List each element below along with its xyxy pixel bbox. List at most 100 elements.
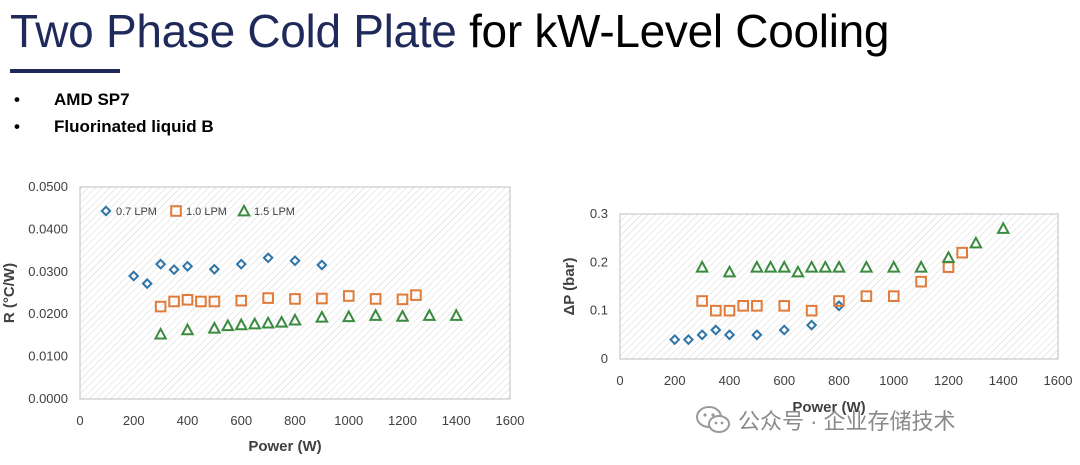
data-point-diamond xyxy=(141,278,153,290)
y-tick-label: 0.0100 xyxy=(28,349,68,364)
x-tick-label: 400 xyxy=(719,373,741,388)
data-point-triangle xyxy=(818,259,833,273)
legend-marker-square xyxy=(170,205,182,217)
x-tick-label: 800 xyxy=(828,373,850,388)
y-tick-label: 0.0200 xyxy=(28,306,68,321)
data-point-square xyxy=(235,294,248,307)
slide-title-part1: Two Phase Cold Plate xyxy=(10,5,457,57)
y-tick-label: 0.0000 xyxy=(28,391,68,406)
data-point-diamond xyxy=(751,329,763,341)
data-point-triangle xyxy=(314,309,329,323)
data-point-triangle xyxy=(777,259,792,273)
data-point-triangle xyxy=(220,318,235,332)
data-point-triangle xyxy=(395,309,410,322)
data-point-square xyxy=(396,293,409,306)
data-point-square xyxy=(342,290,355,302)
legend-label: 1.5 LPM xyxy=(254,206,295,218)
data-point-diamond xyxy=(710,324,722,336)
data-point-square xyxy=(805,304,818,317)
data-point-square xyxy=(208,295,221,308)
x-tick-label: 800 xyxy=(284,413,306,428)
data-point-triangle xyxy=(763,259,778,273)
data-point-diamond xyxy=(682,334,695,346)
bullet-list: • AMD SP7 • Fluorinated liquid B xyxy=(14,86,214,140)
y-tick-label: 0.0400 xyxy=(28,221,68,236)
data-point-square xyxy=(262,292,274,304)
x-tick-label: 200 xyxy=(664,373,686,388)
data-point-triangle xyxy=(791,264,805,278)
data-point-triangle xyxy=(886,259,901,273)
bullet-dot: • xyxy=(14,90,20,109)
data-point-triangle xyxy=(968,235,983,249)
data-point-triangle xyxy=(274,314,289,328)
bullet-item: • AMD SP7 xyxy=(14,86,214,113)
data-point-triangle xyxy=(804,259,819,273)
data-point-square xyxy=(833,295,845,307)
data-point-triangle xyxy=(695,259,710,273)
data-point-diamond xyxy=(806,319,818,331)
x-tick-label: 1600 xyxy=(496,413,525,428)
y-tick-label: 0.3 xyxy=(590,206,608,221)
data-point-square xyxy=(289,293,301,305)
x-tick-label: 1200 xyxy=(388,413,417,428)
data-point-diamond xyxy=(833,300,845,312)
data-point-diamond xyxy=(235,258,247,270)
data-point-triangle xyxy=(247,316,262,330)
bullet-text: Fluorinated liquid B xyxy=(54,117,214,136)
data-point-triangle xyxy=(859,259,874,273)
x-tick-label: 1000 xyxy=(334,413,363,428)
x-tick-label: 1000 xyxy=(879,373,908,388)
x-tick-label: 1600 xyxy=(1044,373,1073,388)
data-point-triangle xyxy=(749,259,764,273)
data-point-diamond xyxy=(262,252,274,264)
data-point-triangle xyxy=(914,259,929,273)
watermark-text: 公众号 · 企业存储技术 xyxy=(738,409,956,434)
title-underline xyxy=(10,69,120,73)
data-point-diamond xyxy=(669,334,681,346)
data-point-triangle xyxy=(207,320,222,334)
y-tick-label: 0.0300 xyxy=(28,264,68,279)
slide-title: Two Phase Cold Plate for kW-Level Coolin… xyxy=(10,2,889,60)
data-point-triangle xyxy=(288,312,302,326)
data-point-triangle xyxy=(996,221,1011,234)
y-axis-label: ΔP (bar) xyxy=(561,257,578,315)
data-point-square xyxy=(410,289,422,301)
data-point-triangle xyxy=(832,259,846,273)
x-axis-label: Power (W) xyxy=(248,438,321,455)
data-point-triangle xyxy=(261,315,276,329)
bullet-item: • Fluorinated liquid B xyxy=(14,113,214,140)
y-tick-label: 0.2 xyxy=(590,254,608,269)
data-point-square xyxy=(778,300,791,312)
data-point-diamond xyxy=(155,258,167,270)
data-point-square xyxy=(181,293,194,306)
data-point-diamond xyxy=(778,324,790,336)
data-point-triangle xyxy=(234,317,249,331)
data-point-square xyxy=(316,292,328,305)
data-point-square xyxy=(168,295,180,308)
data-point-square xyxy=(737,300,749,312)
data-point-diamond xyxy=(181,260,194,272)
data-point-diamond xyxy=(128,270,140,282)
data-point-square xyxy=(956,246,968,259)
pressure-drop-chart: 0 0.1 0.2 0.3 0 200 400 600 800 1000 1200 1400 1600 P… xyxy=(561,206,1072,416)
data-point-triangle xyxy=(422,308,437,321)
data-point-triangle xyxy=(941,250,956,263)
data-point-diamond xyxy=(696,329,708,341)
legend-marker-triangle xyxy=(237,203,251,217)
data-point-square xyxy=(369,293,382,305)
wechat-icon xyxy=(696,406,730,433)
plot-area xyxy=(619,213,1059,360)
data-point-diamond xyxy=(723,329,736,341)
data-point-square xyxy=(860,290,873,302)
data-point-diamond xyxy=(168,264,180,276)
data-point-square xyxy=(887,290,900,302)
y-axis-label: R (°C/W) xyxy=(1,263,18,323)
watermark: 公众号 · 企业存储技术 xyxy=(696,404,956,436)
x-tick-label: 1400 xyxy=(442,413,471,428)
data-point-diamond xyxy=(289,255,301,267)
bullet-text: AMD SP7 xyxy=(54,90,130,109)
data-point-square xyxy=(751,300,763,312)
x-axis-label: Power (W) xyxy=(792,399,865,416)
y-tick-label: 0.0500 xyxy=(28,179,68,194)
